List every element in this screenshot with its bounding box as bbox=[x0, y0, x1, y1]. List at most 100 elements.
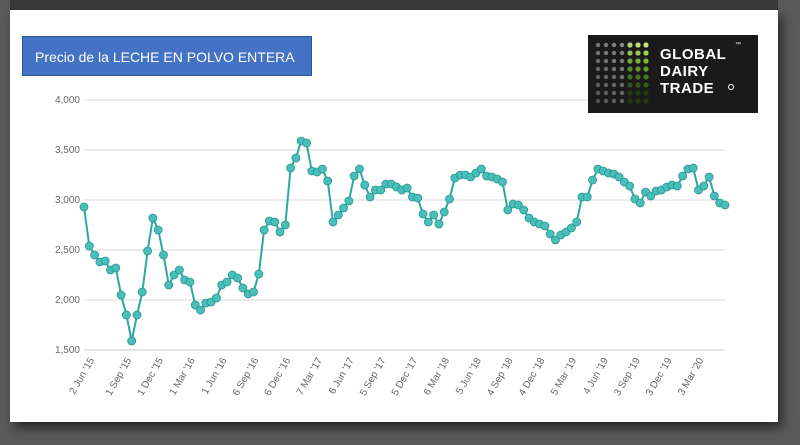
data-point[interactable] bbox=[429, 210, 439, 220]
data-point[interactable] bbox=[143, 246, 152, 256]
data-point[interactable] bbox=[540, 221, 550, 231]
data-point[interactable] bbox=[434, 219, 444, 229]
data-point[interactable] bbox=[551, 235, 560, 245]
data-point[interactable] bbox=[566, 223, 576, 233]
y-tick-label: 3,500 bbox=[55, 145, 80, 156]
data-point[interactable] bbox=[84, 241, 94, 251]
data-point[interactable] bbox=[275, 227, 285, 237]
data-point[interactable] bbox=[79, 202, 89, 212]
data-point[interactable] bbox=[355, 164, 364, 174]
x-tick-label: 1 Sep '15 bbox=[104, 356, 135, 398]
data-point[interactable] bbox=[349, 171, 359, 181]
data-point[interactable] bbox=[291, 153, 301, 163]
data-point[interactable] bbox=[365, 192, 375, 202]
data-point[interactable] bbox=[344, 196, 354, 206]
data-point[interactable] bbox=[423, 217, 433, 227]
data-point[interactable] bbox=[333, 210, 343, 220]
data-point[interactable] bbox=[513, 200, 523, 210]
data-point[interactable] bbox=[233, 273, 243, 283]
data-point[interactable] bbox=[476, 164, 486, 174]
data-point[interactable] bbox=[127, 336, 137, 346]
data-point[interactable] bbox=[132, 310, 142, 320]
x-tick-label: 5 Mar '19 bbox=[549, 356, 579, 398]
x-tick-label: 4 Jun '19 bbox=[581, 356, 611, 397]
data-point[interactable] bbox=[439, 207, 449, 217]
data-point[interactable] bbox=[376, 185, 386, 195]
data-point[interactable] bbox=[116, 290, 126, 300]
data-point[interactable] bbox=[445, 194, 454, 204]
data-point[interactable] bbox=[222, 277, 232, 287]
data-point[interactable] bbox=[688, 163, 698, 173]
data-point[interactable] bbox=[418, 209, 428, 219]
data-point[interactable] bbox=[270, 217, 280, 227]
data-point[interactable] bbox=[121, 310, 131, 320]
data-point[interactable] bbox=[153, 225, 163, 235]
logo-dot bbox=[619, 50, 625, 56]
data-point[interactable] bbox=[582, 192, 592, 202]
data-point[interactable] bbox=[164, 280, 174, 290]
data-point[interactable] bbox=[328, 217, 338, 227]
logo-dot bbox=[603, 74, 609, 80]
data-point[interactable] bbox=[190, 300, 200, 310]
data-point[interactable] bbox=[672, 181, 682, 191]
data-point[interactable] bbox=[360, 180, 370, 190]
logo-dot bbox=[635, 66, 641, 72]
data-point[interactable] bbox=[572, 217, 582, 227]
data-point[interactable] bbox=[704, 172, 714, 182]
data-point[interactable] bbox=[212, 293, 221, 303]
data-point[interactable] bbox=[90, 250, 99, 260]
data-point[interactable] bbox=[169, 270, 179, 280]
x-tick-label: 3 Dec '19 bbox=[644, 356, 675, 398]
data-point[interactable] bbox=[625, 181, 635, 191]
data-point[interactable] bbox=[588, 175, 597, 185]
logo-line-3: TRADE bbox=[660, 80, 715, 97]
data-point[interactable] bbox=[185, 277, 195, 287]
logo-dot bbox=[619, 90, 625, 96]
data-point[interactable] bbox=[519, 205, 529, 215]
data-point[interactable] bbox=[286, 163, 296, 173]
data-point[interactable] bbox=[280, 220, 290, 230]
logo-dot bbox=[611, 82, 617, 88]
data-point[interactable] bbox=[413, 193, 423, 203]
data-point[interactable] bbox=[100, 256, 110, 266]
data-point[interactable] bbox=[196, 305, 205, 315]
data-point[interactable] bbox=[111, 263, 121, 273]
data-point[interactable] bbox=[148, 213, 158, 223]
data-point[interactable] bbox=[137, 287, 147, 297]
logo-line-1: GLOBAL bbox=[660, 46, 727, 63]
logo-line-2: DAIRY bbox=[660, 63, 709, 80]
data-point[interactable] bbox=[710, 191, 719, 201]
data-point[interactable] bbox=[254, 269, 264, 279]
data-point[interactable] bbox=[498, 177, 507, 187]
x-axis-ticks: 2 Jun '15 1 Sep '15 1 Dec '15 1 Mar '16 1 Ju… bbox=[68, 356, 707, 398]
data-point[interactable] bbox=[614, 172, 624, 182]
data-point[interactable] bbox=[259, 225, 269, 235]
data-point[interactable] bbox=[317, 164, 327, 174]
data-point[interactable] bbox=[699, 181, 709, 191]
gridlines bbox=[84, 99, 725, 351]
data-point[interactable] bbox=[402, 183, 412, 193]
logo-dot bbox=[643, 98, 649, 104]
data-point[interactable] bbox=[635, 198, 645, 208]
logo-text: GLOBAL DAIRY TRADE bbox=[660, 46, 726, 97]
logo-dot bbox=[635, 74, 641, 80]
data-point[interactable] bbox=[646, 191, 656, 201]
logo-dot bbox=[595, 58, 601, 64]
data-point[interactable] bbox=[503, 205, 513, 215]
data-point[interactable] bbox=[323, 176, 333, 186]
data-point[interactable] bbox=[159, 250, 168, 260]
data-point[interactable] bbox=[174, 265, 184, 275]
data-point[interactable] bbox=[249, 287, 258, 297]
logo-dot bbox=[603, 50, 609, 56]
data-point[interactable] bbox=[545, 229, 555, 239]
data-point[interactable] bbox=[238, 283, 248, 293]
data-point[interactable] bbox=[678, 171, 688, 181]
global-dairy-trade-logo bbox=[588, 35, 758, 113]
logo-dot bbox=[611, 58, 617, 64]
logo-dot bbox=[635, 58, 641, 64]
logo-dot bbox=[627, 82, 633, 88]
data-point[interactable] bbox=[339, 203, 348, 213]
data-point[interactable] bbox=[302, 138, 311, 148]
data-point[interactable] bbox=[720, 200, 730, 210]
